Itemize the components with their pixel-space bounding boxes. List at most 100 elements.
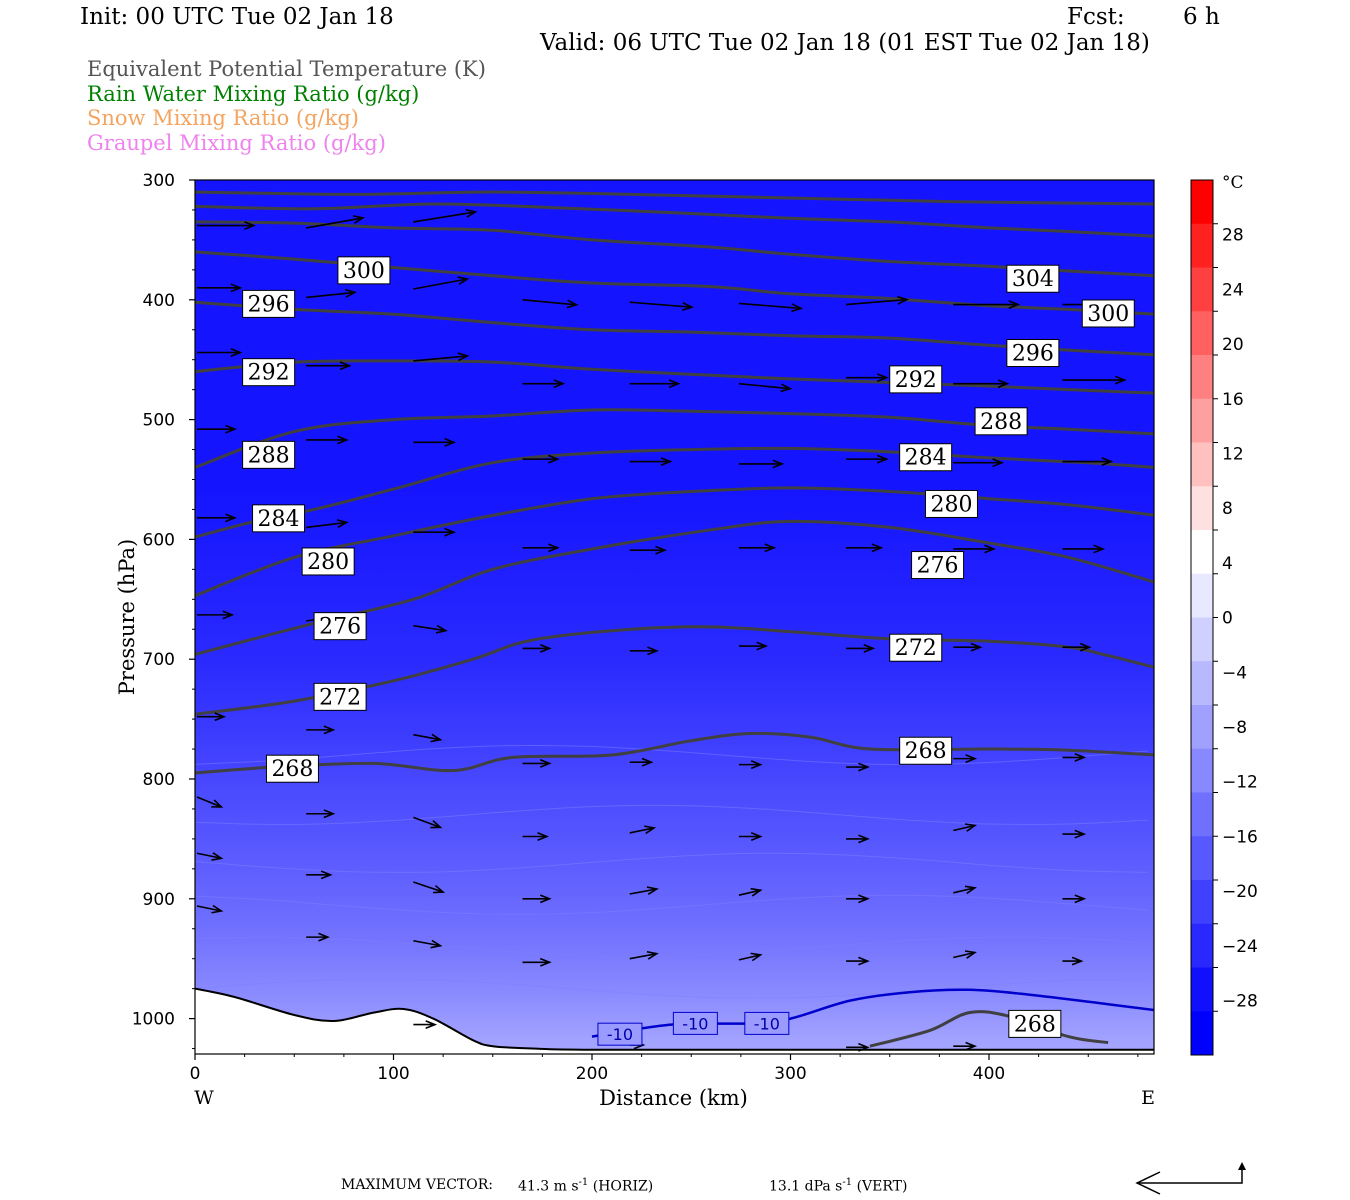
x-label-west: W xyxy=(194,1087,214,1109)
colorbar-label: 16 xyxy=(1222,390,1244,410)
theta-e-label-box xyxy=(911,551,965,580)
theta-e-label-box xyxy=(899,443,953,472)
colorbar-label: −28 xyxy=(1222,992,1258,1012)
wind-vector xyxy=(522,832,549,841)
theta-e-label: 280 xyxy=(930,492,972,517)
vert-unit: dPa s xyxy=(804,1178,843,1195)
y-tick-label: 700 xyxy=(143,650,175,670)
colorbar-swatch xyxy=(1191,836,1213,881)
wind-vector xyxy=(1062,457,1114,466)
theta-e-label: 268 xyxy=(271,757,313,782)
wind-vector xyxy=(197,610,235,620)
wind-vector xyxy=(413,352,470,362)
colorbar-swatch xyxy=(1191,1011,1213,1056)
wind-vector xyxy=(1062,375,1127,385)
theta-e-label: 284 xyxy=(258,507,300,532)
wind-vector xyxy=(738,543,777,553)
theta-e-label-box xyxy=(242,440,296,469)
wind-vector xyxy=(306,288,357,299)
theta-e-contour xyxy=(195,359,1154,395)
wind-vector xyxy=(953,379,1010,389)
theta-e-label: 292 xyxy=(248,361,290,386)
x-tick-label: 300 xyxy=(774,1064,806,1084)
theta-e-label: 300 xyxy=(1087,302,1129,327)
wind-vector xyxy=(953,300,1021,310)
theta-e-label-box xyxy=(889,365,943,394)
theta-e-label: 268 xyxy=(1014,1012,1056,1037)
horiz-tag: (HORIZ) xyxy=(592,1178,654,1195)
terrain-fill xyxy=(195,988,1154,1054)
wind-vector xyxy=(196,852,224,861)
wind-vector xyxy=(846,543,884,553)
theta-e-label-box xyxy=(899,736,953,765)
theta-e-label-box xyxy=(1008,1009,1062,1038)
wind-vector xyxy=(1062,956,1084,966)
wind-vector xyxy=(846,894,870,904)
wind-vector xyxy=(629,457,673,466)
theta-e-contour xyxy=(195,202,1154,238)
colorbar-swatch xyxy=(1191,748,1213,793)
wind-vector xyxy=(413,437,457,447)
theta-e-label-box xyxy=(242,358,296,387)
vert-tag: (VERT) xyxy=(856,1178,908,1195)
wind-vector xyxy=(413,208,478,223)
wind-vector xyxy=(846,834,870,844)
colorbar-swatch xyxy=(1191,180,1213,225)
theta-e-label-box xyxy=(301,547,355,576)
wind-vector xyxy=(629,886,659,896)
colorbar-swatch xyxy=(1191,705,1213,750)
max-vertical-vector: 13.1 dPa s-1 (VERT) xyxy=(769,1177,907,1195)
colorbar-swatch xyxy=(1191,617,1213,662)
theta-e-label-box xyxy=(242,289,296,318)
wind-vector xyxy=(197,348,243,357)
wind-vector xyxy=(629,646,659,656)
theta-e-contour xyxy=(195,190,1154,206)
theta-e-contour xyxy=(195,446,1154,539)
wind-vector xyxy=(629,301,694,311)
vert-value: 13.1 xyxy=(769,1178,801,1195)
wind-vector xyxy=(1062,829,1087,839)
theta-e-label: 272 xyxy=(319,685,361,710)
colorbar-swatch xyxy=(1191,661,1213,706)
wind-vector xyxy=(522,894,552,904)
wind-vector xyxy=(306,519,349,529)
reference-arrowhead-icon xyxy=(1135,1171,1161,1195)
wind-vector xyxy=(197,424,237,434)
temperature-band-edge xyxy=(195,936,1148,957)
wind-vector xyxy=(196,904,224,914)
theta-e-label: 288 xyxy=(980,410,1022,435)
wind-vector xyxy=(738,760,763,770)
wind-vector xyxy=(413,816,443,829)
colorbar-label: 20 xyxy=(1222,335,1244,355)
wind-vector xyxy=(522,957,552,967)
theta-e-label: 296 xyxy=(248,292,290,317)
colorbar-swatch xyxy=(1191,792,1213,837)
reference-up-arrow-icon xyxy=(1238,1162,1246,1170)
colorbar-swatch xyxy=(1191,880,1213,925)
x-axis-title: Distance (km) xyxy=(599,1086,748,1110)
y-tick-label: 300 xyxy=(143,171,175,191)
colorbar-label: −4 xyxy=(1222,663,1247,683)
wind-vector xyxy=(953,823,977,832)
wind-vector xyxy=(413,733,443,743)
wind-vector xyxy=(306,725,336,735)
theta-e-contour xyxy=(195,486,1154,598)
wind-vector xyxy=(196,796,224,808)
wind-vector xyxy=(953,754,978,764)
wind-vector xyxy=(197,712,227,722)
wind-vector xyxy=(953,1041,978,1051)
wind-vector xyxy=(846,1042,870,1052)
wind-vector xyxy=(846,643,876,653)
theta-e-label: 288 xyxy=(248,443,290,468)
plot-area: 300 296 292 288 284 280 276 272 268 304 300 296 292 2… xyxy=(195,180,1154,1054)
theta-e-contour xyxy=(195,731,1154,775)
init-time: Init: 00 UTC Tue 02 Jan 18 xyxy=(80,4,394,30)
wind-vector xyxy=(522,543,560,553)
max-horizontal-vector: 41.3 m s-1 (HORIZ) xyxy=(518,1177,653,1195)
theta-e-label-box xyxy=(1081,299,1135,328)
colorbar-label: 28 xyxy=(1222,226,1244,246)
theta-e-label-box xyxy=(252,504,306,533)
legend-graupel: Graupel Mixing Ratio (g/kg) xyxy=(87,131,386,155)
theta-e-label: 276 xyxy=(319,615,361,640)
colorbar-swatch xyxy=(1191,967,1213,1012)
